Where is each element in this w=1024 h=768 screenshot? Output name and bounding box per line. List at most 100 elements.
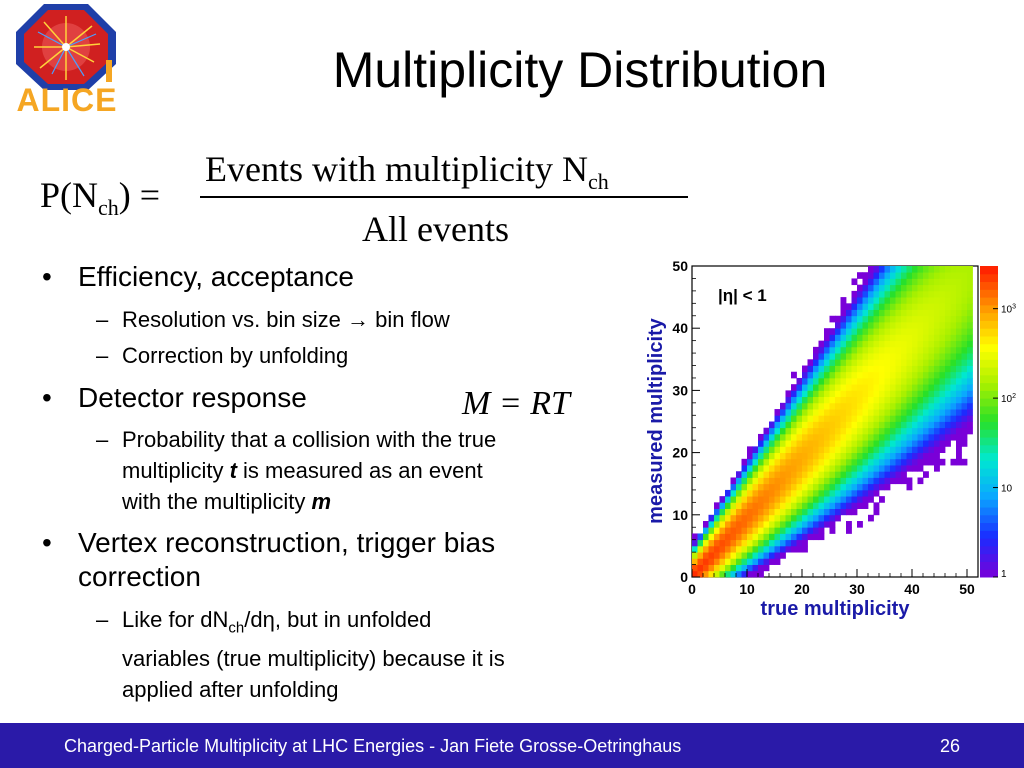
heatmap-cell	[873, 465, 880, 472]
heatmap-cell	[906, 278, 913, 286]
heatmap-cell	[840, 353, 847, 360]
heatmap-cell	[824, 371, 830, 379]
heatmap-cell	[774, 521, 781, 528]
heatmap-cell	[736, 502, 742, 509]
heatmap-cell	[807, 452, 814, 460]
heatmap-cell	[879, 266, 885, 273]
heatmap-cell	[873, 415, 880, 422]
colorbar-segment	[980, 514, 998, 524]
heatmap-cell	[846, 433, 852, 441]
heatmap-cell	[802, 533, 808, 541]
heatmap-cell	[884, 471, 891, 478]
colorbar-segment	[980, 460, 998, 469]
heatmap-cell	[851, 278, 858, 286]
heatmap-cell	[912, 452, 918, 460]
heatmap-cell	[736, 489, 742, 497]
heatmap-cell	[961, 309, 968, 317]
heatmap-cell	[785, 390, 792, 398]
heatmap-cell	[791, 371, 797, 379]
heatmap-cell	[818, 465, 825, 472]
heatmap-cell	[840, 309, 847, 317]
heatmap-cell	[835, 334, 841, 342]
heatmap-cell	[813, 440, 819, 447]
heatmap-cell	[769, 558, 775, 565]
heatmap-cell	[879, 278, 885, 286]
heatmap-cell	[780, 502, 786, 509]
heatmap-cell	[851, 465, 858, 472]
heatmap-cell	[895, 365, 902, 373]
heatmap-cell	[928, 340, 935, 348]
heatmap-cell	[873, 266, 880, 273]
heatmap-cell	[763, 521, 770, 528]
heatmap-cell	[950, 365, 957, 373]
heatmap-cell	[956, 353, 962, 360]
heatmap-cell	[857, 440, 863, 447]
heatmap-cell	[747, 533, 753, 541]
heatmap-cell	[862, 415, 869, 422]
heatmap-cell	[906, 346, 913, 354]
heatmap-cell	[829, 440, 836, 447]
heatmap-cell	[934, 353, 940, 360]
heatmap-cell	[774, 427, 781, 435]
heatmap-cell	[857, 321, 863, 329]
heatmap-cell	[961, 415, 968, 422]
colorbar-segment	[980, 507, 998, 516]
heatmap-cell	[890, 272, 896, 279]
heatmap-cell	[846, 321, 852, 329]
heatmap-cell	[890, 452, 896, 460]
heatmap-cell	[730, 558, 737, 565]
heatmap-cell	[703, 558, 709, 565]
heatmap-cell	[829, 427, 836, 435]
heatmap-cell	[879, 390, 885, 398]
heatmap-cell	[857, 328, 863, 335]
heatmap-cell	[890, 440, 896, 447]
heatmap-cell	[879, 396, 885, 404]
heatmap-cell	[956, 440, 962, 447]
heatmap-cell	[747, 552, 753, 559]
x-tick-label: 20	[794, 581, 810, 597]
heatmap-cell	[736, 552, 742, 559]
heatmap-cell	[818, 421, 825, 429]
heatmap-cell	[769, 514, 775, 522]
heatmap-cell	[862, 496, 869, 503]
heatmap-cell	[752, 465, 759, 472]
heatmap-cell	[923, 359, 929, 366]
heatmap-cell	[857, 458, 863, 466]
heatmap-cell	[851, 334, 858, 342]
heatmap-cell	[752, 527, 759, 534]
heatmap-cell	[873, 477, 880, 485]
heatmap-cell	[961, 396, 968, 404]
heatmap-cell	[769, 508, 775, 516]
heatmap-cell	[967, 297, 973, 304]
heatmap-cell	[846, 328, 852, 335]
heatmap-cell	[967, 415, 973, 422]
heatmap-cell	[758, 465, 764, 472]
heatmap-cell	[796, 440, 803, 447]
heatmap-cell	[780, 527, 786, 534]
heatmap-cell	[868, 328, 874, 335]
heatmap-cell	[884, 415, 891, 422]
heatmap-cell	[835, 365, 841, 373]
heatmap-cell	[835, 477, 841, 485]
heatmap-cell	[967, 396, 973, 404]
heatmap-cell	[824, 384, 830, 391]
heatmap-cell	[829, 371, 836, 379]
heatmap-cell	[796, 402, 803, 410]
heatmap-cell	[714, 552, 720, 559]
heatmap-cell	[774, 477, 781, 485]
heatmap-cell	[873, 272, 880, 279]
heatmap-cell	[818, 471, 825, 478]
heatmap-cell	[747, 527, 753, 534]
heatmap-cell	[923, 315, 929, 323]
heatmap-cell	[912, 340, 918, 348]
heatmap-cell	[780, 402, 786, 410]
heatmap-cell	[868, 471, 874, 478]
heatmap-cell	[950, 290, 957, 298]
heatmap-cell	[807, 365, 814, 373]
heatmap-cell	[901, 365, 907, 373]
heatmap-cell	[912, 346, 918, 354]
heatmap-cell	[961, 346, 968, 354]
heatmap-cell	[917, 396, 924, 404]
heatmap-cell	[802, 471, 808, 478]
heatmap-cell	[890, 446, 896, 453]
